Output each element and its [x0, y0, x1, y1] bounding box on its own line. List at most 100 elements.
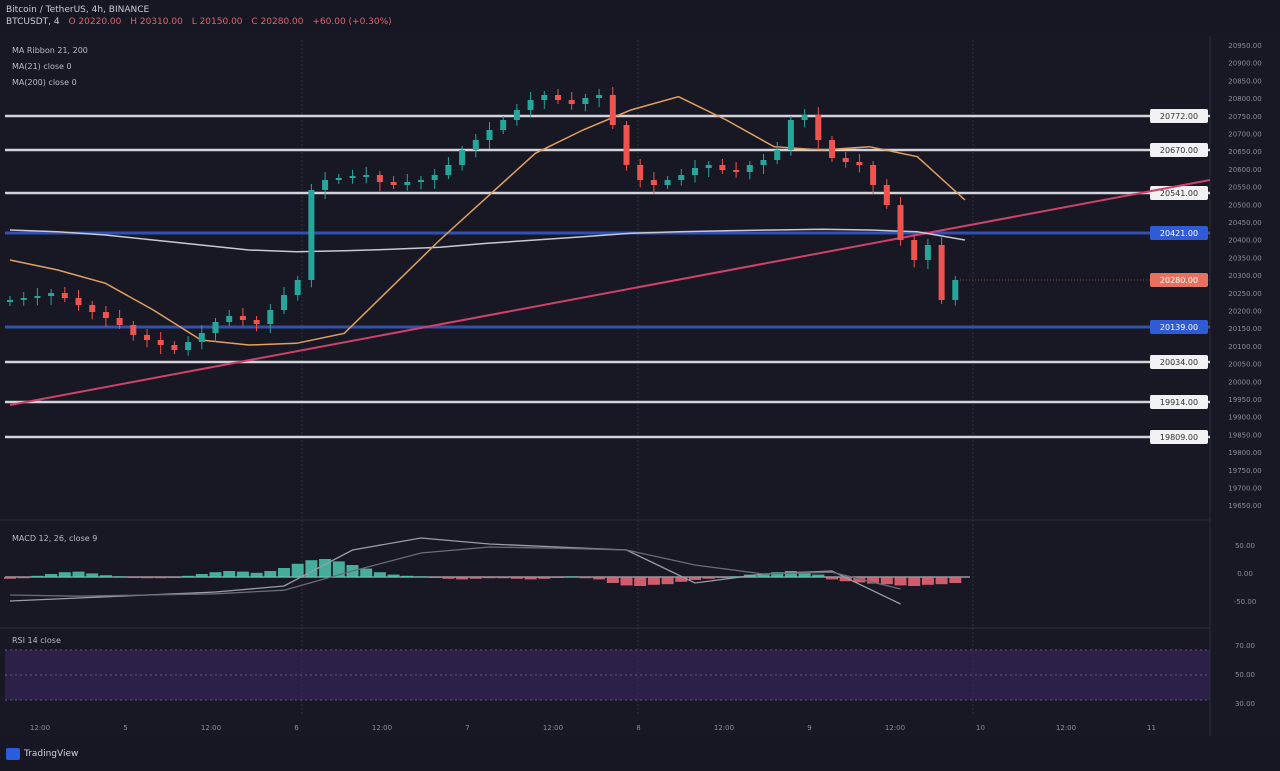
candle — [801, 109, 808, 128]
price-axis-label: 20150.00 — [1228, 325, 1261, 333]
candle — [157, 332, 164, 354]
macd-histogram-bar — [72, 571, 85, 577]
chart-background — [0, 36, 1280, 736]
candle-body — [308, 190, 315, 280]
candle-body — [705, 165, 712, 168]
price-axis-label: 19700.00 — [1228, 485, 1261, 493]
macd-histogram-bar — [332, 561, 345, 577]
candle — [911, 236, 918, 268]
candle — [733, 162, 740, 178]
legend-rsi[interactable]: RSI 14 close — [12, 636, 61, 645]
macd-histogram-bar — [4, 577, 16, 579]
candle-body — [418, 180, 424, 182]
candle-body — [664, 180, 671, 185]
candle-body — [582, 98, 589, 104]
macd-histogram-bar — [771, 572, 784, 577]
price-axis-label: 20700.00 — [1228, 131, 1261, 139]
candle — [212, 318, 219, 342]
candle-body — [185, 342, 192, 350]
macd-histogram-bar — [524, 577, 537, 580]
candle — [185, 336, 192, 356]
time-axis-label: 12:00 — [714, 724, 734, 732]
candle-body — [239, 316, 246, 320]
legend-ma21[interactable]: MA(21) close 0 — [12, 62, 72, 71]
macd-histogram-bar — [483, 577, 496, 579]
candle — [445, 157, 452, 179]
candle — [198, 325, 205, 350]
price-level-tag — [1150, 395, 1208, 409]
macd-histogram-bar — [113, 576, 126, 578]
candle — [870, 161, 877, 194]
candle-body — [102, 312, 109, 318]
candle-body — [486, 130, 493, 140]
macd-histogram-bar — [880, 577, 893, 585]
candle-body — [171, 345, 178, 350]
macd-histogram-bar — [442, 577, 455, 579]
candle — [650, 172, 657, 194]
legend-ma200[interactable]: MA(200) close 0 — [12, 78, 77, 87]
candle — [226, 310, 233, 326]
candle — [61, 287, 68, 302]
candle — [555, 89, 561, 104]
macd-histogram-bar — [675, 577, 688, 582]
candle — [541, 91, 548, 109]
candle-body — [376, 175, 383, 182]
macd-histogram-bar — [469, 577, 482, 579]
time-axis-label: 12:00 — [372, 724, 392, 732]
candle-body — [596, 95, 603, 98]
price-level-tag-text: 20670.00 — [1160, 146, 1198, 155]
macd-histogram-bar — [510, 577, 523, 579]
candle — [746, 161, 753, 180]
candle — [678, 169, 685, 186]
price-axis-label: 20250.00 — [1228, 290, 1261, 298]
candle — [952, 276, 959, 306]
candle — [349, 170, 356, 184]
macd-histogram-bar — [606, 577, 619, 583]
macd-histogram-bar — [593, 577, 606, 580]
candle — [322, 172, 329, 199]
price-axis-label: 20000.00 — [1228, 378, 1261, 386]
price-level-tag-text: 20421.00 — [1160, 229, 1198, 238]
candle — [363, 167, 370, 184]
price-axis-label: 20950.00 — [1228, 42, 1261, 50]
candle-body — [500, 120, 507, 130]
candle — [116, 310, 123, 329]
macd-histogram-bar — [921, 577, 934, 585]
time-axis-label: 9 — [807, 724, 811, 732]
macd-histogram-bar — [401, 575, 414, 577]
macd-histogram-bar — [387, 574, 400, 577]
candle — [829, 136, 835, 162]
legend-ma-ribbon[interactable]: MA Ribbon 21, 200 — [12, 46, 88, 55]
price-axis-label: 19850.00 — [1228, 431, 1261, 439]
macd-histogram-bar — [428, 577, 441, 578]
candle-body — [623, 125, 630, 165]
price-axis-label: 20550.00 — [1228, 184, 1261, 192]
macd-histogram-bar — [360, 568, 373, 577]
legend-macd[interactable]: MACD 12, 26, close 9 — [12, 534, 98, 543]
candle — [308, 184, 315, 288]
macd-histogram-bar — [278, 568, 290, 577]
candle — [500, 116, 507, 134]
macd-histogram-bar — [456, 577, 469, 580]
candle-body — [130, 325, 137, 335]
candle-body — [404, 182, 411, 185]
price-axis-label: 19650.00 — [1228, 502, 1261, 510]
candle — [335, 174, 342, 184]
macd-histogram-bar — [17, 577, 30, 579]
price-axis-label: 20900.00 — [1228, 60, 1261, 68]
candle-body — [938, 245, 945, 300]
price-level-tag-text: 20034.00 — [1160, 358, 1198, 367]
candle — [239, 308, 246, 326]
macd-histogram-bar — [702, 577, 715, 579]
candle-body — [294, 280, 301, 295]
brand-label: TradingView — [24, 749, 79, 759]
candle — [883, 179, 890, 209]
candle-body — [637, 165, 644, 180]
candle-body — [459, 150, 466, 165]
candle — [102, 306, 109, 327]
candle — [568, 92, 575, 110]
candle — [472, 134, 479, 158]
candle — [7, 296, 13, 306]
price-axis-label: 19800.00 — [1228, 449, 1261, 457]
